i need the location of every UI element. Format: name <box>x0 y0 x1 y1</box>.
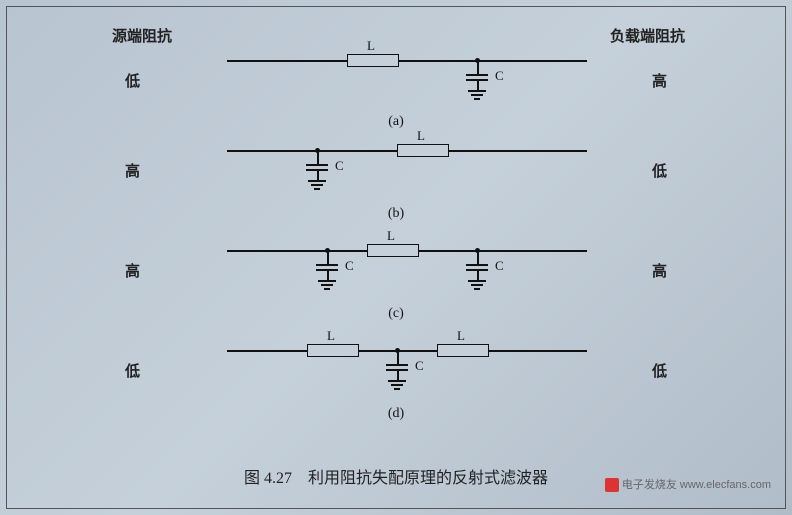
label-L-d1: L <box>327 328 335 344</box>
row-a-left: 低 <box>125 70 140 91</box>
row-a-right: 高 <box>652 70 667 91</box>
label-C-d: C <box>415 358 424 374</box>
row-d: 低 低 L C L (d) <box>7 332 785 422</box>
row-d-left: 低 <box>125 360 140 381</box>
inductor-d2 <box>437 344 489 357</box>
inductor-a <box>347 54 399 67</box>
row-d-right: 低 <box>652 360 667 381</box>
label-L-a: L <box>367 38 375 54</box>
inductor-b <box>397 144 449 157</box>
sub-a: (a) <box>7 114 785 130</box>
row-b: 高 低 C L (b) <box>7 132 785 222</box>
label-C-a: C <box>495 68 504 84</box>
sub-c: (c) <box>7 306 785 322</box>
label-L-b: L <box>417 128 425 144</box>
label-C-b: C <box>335 158 344 174</box>
row-b-left: 高 <box>125 160 140 181</box>
sub-b: (b) <box>7 206 785 222</box>
label-C-c1: C <box>345 258 354 274</box>
frame: 源端阻抗 负载端阻抗 低 高 L C (a) 高 低 <box>6 6 786 509</box>
label-L-d2: L <box>457 328 465 344</box>
watermark-text: 电子发烧友 www.elecfans.com <box>622 479 771 491</box>
inductor-c <box>367 244 419 257</box>
row-b-right: 低 <box>652 160 667 181</box>
row-c-right: 高 <box>652 260 667 281</box>
watermark: 电子发烧友 www.elecfans.com <box>605 476 771 492</box>
row-c: 高 高 C L C (c) <box>7 232 785 322</box>
watermark-logo-icon <box>605 478 619 492</box>
row-c-left: 高 <box>125 260 140 281</box>
inductor-d1 <box>307 344 359 357</box>
label-L-c: L <box>387 228 395 244</box>
row-a: 低 高 L C (a) <box>7 42 785 132</box>
label-C-c2: C <box>495 258 504 274</box>
sub-d: (d) <box>7 406 785 422</box>
